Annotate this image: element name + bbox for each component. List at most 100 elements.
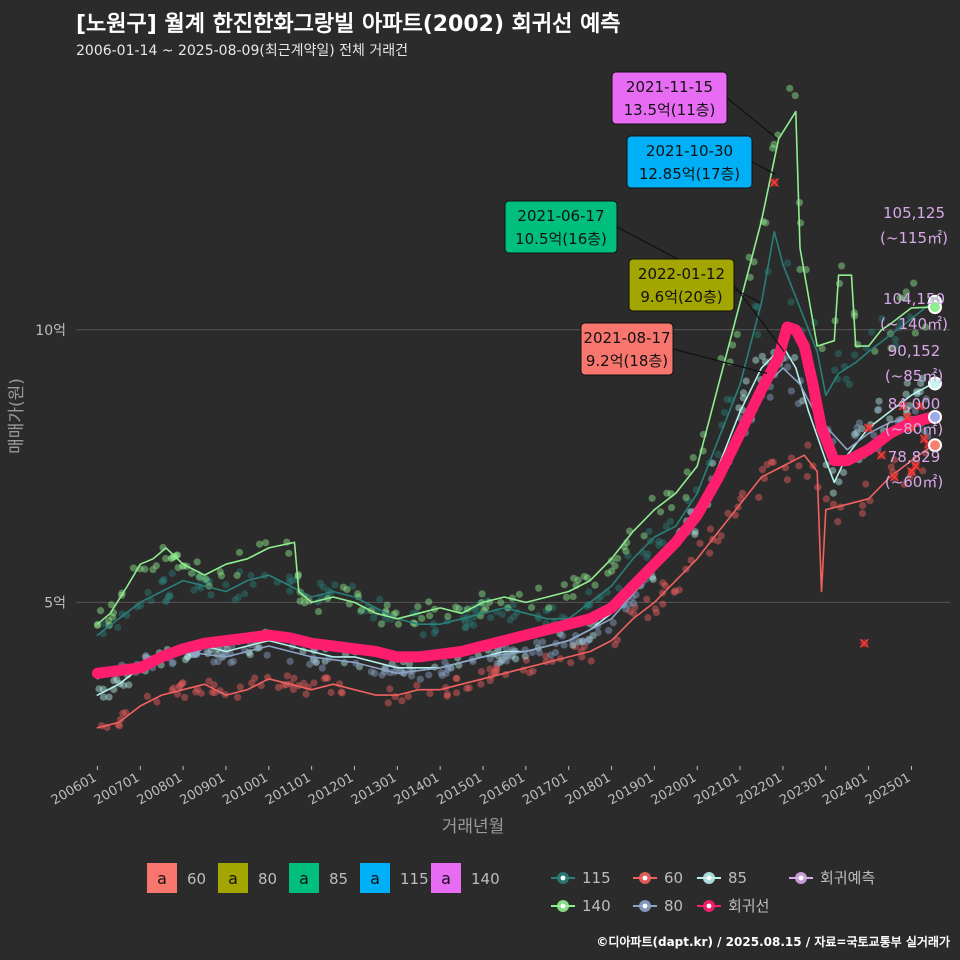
data-point-140 — [314, 607, 323, 616]
data-point-80 — [169, 658, 177, 667]
data-point-60 — [890, 456, 899, 464]
data-point-140 — [762, 219, 770, 227]
data-point-115 — [133, 603, 141, 611]
data-point-85 — [835, 478, 843, 486]
data-point-140 — [871, 347, 879, 355]
data-point-115 — [370, 614, 378, 622]
data-point-115 — [236, 568, 244, 576]
data-point-80 — [286, 657, 294, 665]
data-point-60 — [302, 690, 310, 698]
x-tick-label: 201701 — [520, 770, 570, 808]
data-point-60 — [804, 441, 812, 449]
data-point-115 — [166, 592, 174, 601]
data-point-60 — [233, 693, 242, 701]
data-point-80 — [870, 431, 878, 439]
data-point-140 — [900, 294, 909, 302]
data-point-80 — [560, 641, 568, 649]
annotation-price: 12.85억(17층) — [639, 165, 740, 183]
data-point-115 — [583, 602, 591, 610]
data-point-80 — [855, 419, 864, 427]
data-point-60 — [115, 722, 124, 730]
data-point-140 — [107, 601, 115, 609]
data-point-80 — [851, 432, 859, 440]
data-point-60 — [486, 665, 494, 673]
data-point-115 — [200, 576, 208, 584]
data-point-60 — [324, 674, 332, 682]
annotation-leader — [733, 284, 785, 352]
forecast-marker — [928, 376, 943, 391]
data-point-115 — [203, 577, 212, 586]
data-point-60 — [193, 685, 202, 693]
data-point-80 — [416, 675, 424, 683]
data-point-60 — [580, 643, 588, 651]
data-point-80 — [794, 400, 803, 408]
data-point-85 — [742, 377, 750, 385]
legend-swatch — [147, 863, 177, 893]
data-point-60 — [661, 581, 669, 590]
series-line-60 — [96, 444, 934, 729]
data-point-115 — [684, 497, 692, 505]
data-point-140 — [455, 604, 463, 613]
annotation-box — [611, 71, 728, 125]
data-point-140 — [392, 609, 400, 617]
data-point-85 — [761, 358, 769, 366]
data-point-115 — [205, 577, 213, 586]
data-point-60 — [862, 480, 870, 488]
data-point-60 — [493, 665, 501, 674]
data-point-140 — [418, 614, 426, 623]
x-tick-label: 202101 — [692, 770, 742, 808]
data-point-115 — [891, 336, 900, 344]
data-point-115 — [720, 408, 729, 416]
data-point-85 — [120, 681, 128, 689]
data-point-115 — [470, 621, 478, 629]
data-point-60 — [493, 663, 501, 671]
data-point-60 — [384, 699, 392, 707]
data-point-115 — [165, 591, 173, 599]
data-point-85 — [886, 415, 894, 423]
data-point-140 — [667, 503, 676, 512]
data-point-60 — [290, 674, 298, 682]
data-point-80 — [539, 638, 547, 646]
data-point-140 — [515, 590, 523, 598]
data-point-140 — [902, 288, 910, 296]
data-point-80 — [501, 654, 509, 663]
data-point-140 — [478, 590, 486, 598]
data-point-85 — [691, 530, 699, 538]
data-point-115 — [645, 527, 653, 535]
data-point-80 — [875, 405, 883, 413]
data-point-60 — [143, 692, 152, 701]
data-point-115 — [419, 631, 427, 639]
data-point-140 — [796, 265, 804, 274]
outlier-layer — [769, 178, 934, 648]
data-point-115 — [331, 581, 339, 589]
data-point-60 — [706, 549, 714, 557]
forecast-marker — [928, 410, 943, 424]
data-point-115 — [892, 342, 900, 350]
data-point-80 — [407, 672, 416, 680]
data-point-80 — [312, 658, 320, 666]
data-point-115 — [498, 610, 507, 618]
annotation-box — [628, 258, 735, 312]
outlier-cross — [898, 401, 908, 411]
x-tick-label: 202301 — [777, 770, 827, 808]
annotation-price: 10.5억(16층) — [515, 230, 607, 248]
data-point-80 — [493, 659, 501, 667]
data-point-115 — [842, 375, 850, 383]
data-point-115 — [316, 579, 324, 587]
legend-swatch — [431, 863, 461, 893]
data-point-115 — [159, 577, 167, 585]
data-point-60 — [248, 679, 256, 687]
data-point-140 — [105, 617, 113, 625]
data-point-140 — [591, 581, 599, 589]
data-point-140 — [580, 572, 588, 581]
data-point-140 — [187, 569, 196, 577]
x-tick-label: 201901 — [606, 770, 656, 808]
data-point-80 — [168, 660, 177, 668]
data-point-60 — [755, 493, 763, 501]
x-tick-label: 201401 — [392, 770, 442, 808]
data-point-60 — [626, 607, 634, 615]
data-point-140 — [545, 604, 553, 612]
data-point-80 — [622, 605, 630, 613]
data-point-60 — [289, 685, 298, 693]
